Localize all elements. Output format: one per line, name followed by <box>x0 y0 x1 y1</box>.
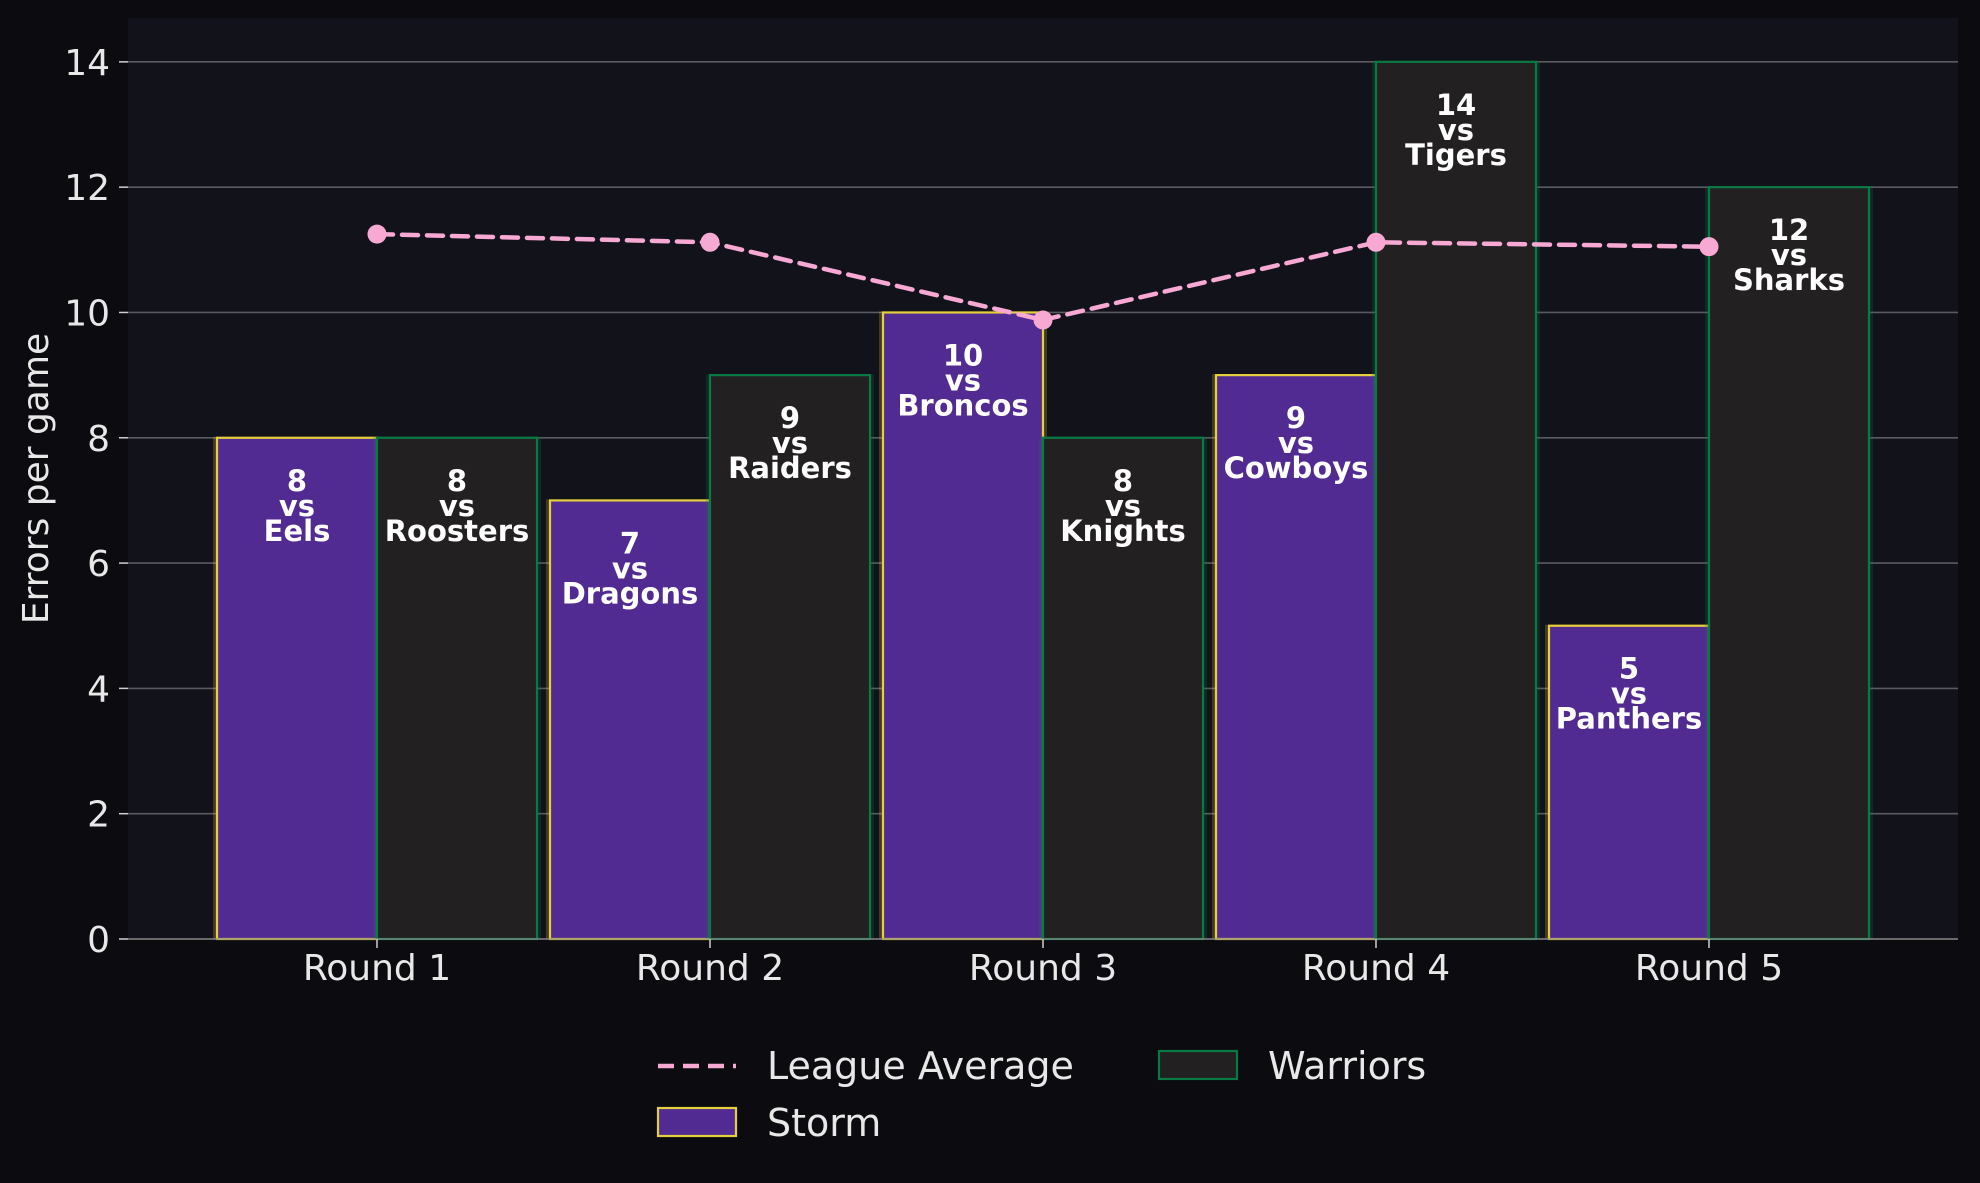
bar-data-label: Dragons <box>562 576 699 610</box>
league-average-line <box>367 224 1719 330</box>
bar-data-label: Tigers <box>1405 138 1507 172</box>
bar-data-label: vs <box>1438 113 1474 147</box>
bar-data-label: 8 <box>1113 464 1133 498</box>
bar-data-label: Broncos <box>897 388 1028 422</box>
bar-warriors <box>1707 186 1871 941</box>
x-tick-label: Round 3 <box>969 948 1117 989</box>
y-tick-label-4: 4 <box>87 669 110 710</box>
x-tick-label: Round 5 <box>1635 948 1783 989</box>
bar-data-label: Raiders <box>728 451 852 485</box>
league-average-point <box>1699 237 1719 257</box>
league-average-point <box>1366 232 1386 252</box>
bar-warriors <box>1041 436 1205 941</box>
bar-data-label: 14 <box>1436 88 1476 122</box>
league-average-point <box>700 232 720 252</box>
bar-data-label: Cowboys <box>1224 451 1369 485</box>
legend-swatch-warriors <box>1157 1049 1239 1081</box>
y-tick-label-0: 0 <box>87 920 110 961</box>
legend-swatch-storm <box>656 1106 738 1138</box>
bar-data-label: 8 <box>447 464 467 498</box>
league-average-point <box>367 224 387 244</box>
bar-data-label: 9 <box>1286 401 1306 435</box>
legend-label-warriors: Warriors <box>1268 1044 1426 1088</box>
bars <box>213 60 1873 941</box>
bar-storm <box>1214 374 1378 941</box>
bar-data-label: vs <box>1105 489 1141 523</box>
bar-data-label: 8 <box>287 464 307 498</box>
bar-data-label: 5 <box>1619 652 1639 686</box>
legend-label-league-average: League Average <box>767 1044 1074 1088</box>
bar-data-label: 12 <box>1769 213 1809 247</box>
bar-data-label: Roosters <box>385 514 530 548</box>
bar-storm <box>215 436 379 941</box>
bar-storm <box>548 499 712 941</box>
bar-data-label: Panthers <box>1556 702 1702 736</box>
bar-data-label: vs <box>945 363 981 397</box>
axes: 0 2 4 6 8 10 12 14 Round 1 Round 2 Round 3 Round 4 R… <box>64 43 1958 989</box>
bar-data-label: vs <box>279 489 315 523</box>
bar-data-label: vs <box>1771 238 1807 272</box>
bar-warriors <box>375 436 539 941</box>
y-tick-label-6: 6 <box>87 544 110 585</box>
bar-data-label: 9 <box>780 401 800 435</box>
y-tick-label-2: 2 <box>87 795 110 836</box>
bar-data-label: vs <box>1611 677 1647 711</box>
bar-data-label: Eels <box>264 514 331 548</box>
bar-data-label: vs <box>772 426 808 460</box>
y-tick-label-10: 10 <box>64 293 110 334</box>
bar-data-label: Knights <box>1060 514 1186 548</box>
x-tick-label: Round 1 <box>303 948 451 989</box>
bar-data-label: vs <box>439 489 475 523</box>
y-tick-label-12: 12 <box>64 168 110 209</box>
legend: League Average Storm Warriors <box>656 1044 1426 1145</box>
x-tick-label: Round 2 <box>636 948 784 989</box>
bar-data-label: vs <box>612 551 648 585</box>
bar-data-label: 10 <box>943 338 983 372</box>
bar-data-label: Sharks <box>1733 263 1845 297</box>
y-axis-title: Errors per game <box>16 333 57 624</box>
bar-storm <box>881 311 1045 941</box>
bar-data-label: 7 <box>620 526 640 560</box>
league-average-point <box>1033 310 1053 330</box>
y-tick-label-8: 8 <box>87 419 110 460</box>
x-tick-label: Round 4 <box>1302 948 1450 989</box>
bar-warriors <box>708 374 872 941</box>
bar-warriors <box>1374 60 1538 941</box>
bar-data-label: vs <box>1278 426 1314 460</box>
y-tick-label-14: 14 <box>64 43 110 84</box>
legend-label-storm: Storm <box>767 1101 881 1145</box>
